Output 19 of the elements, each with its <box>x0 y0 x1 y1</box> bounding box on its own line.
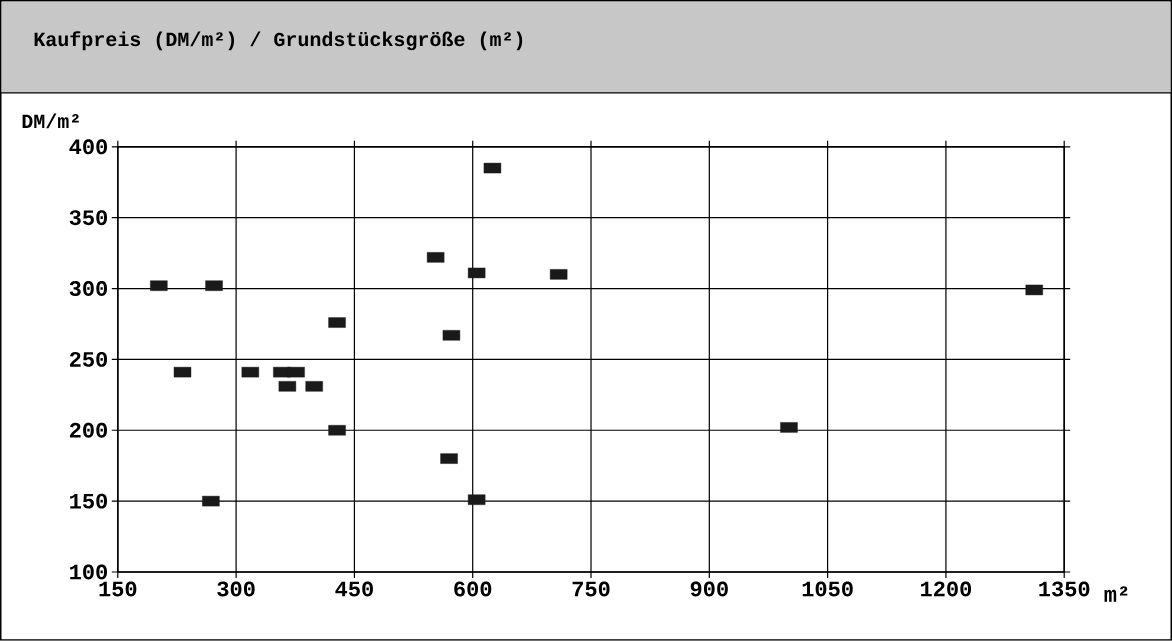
x-tick-label: 150 <box>99 581 137 597</box>
x-tick-label: 600 <box>454 581 492 597</box>
x-axis-title: m² <box>1104 586 1128 602</box>
x-tick-label: 900 <box>690 581 728 597</box>
y-axis-title: DM/m² <box>22 113 79 129</box>
x-tick-label: 1350 <box>1039 581 1090 597</box>
x-tick-label: 300 <box>217 581 255 597</box>
chart-title: Kaufpreis (DM/m²) / Grundstücksgröße (m²) <box>34 31 523 51</box>
y-tick-label: 100 <box>70 564 107 580</box>
x-tick-label: 1200 <box>920 581 972 597</box>
y-tick-label: 200 <box>69 422 107 438</box>
x-tick-label: 750 <box>572 581 610 597</box>
x-tick-label: 450 <box>335 581 373 597</box>
y-tick-label: 250 <box>69 352 107 367</box>
y-tick-label: 150 <box>70 493 107 509</box>
y-tick-label: 300 <box>69 281 107 297</box>
x-tick-label: 1050 <box>802 581 853 597</box>
y-tick-label: 400 <box>69 139 107 155</box>
y-tick-label: 350 <box>69 210 107 226</box>
